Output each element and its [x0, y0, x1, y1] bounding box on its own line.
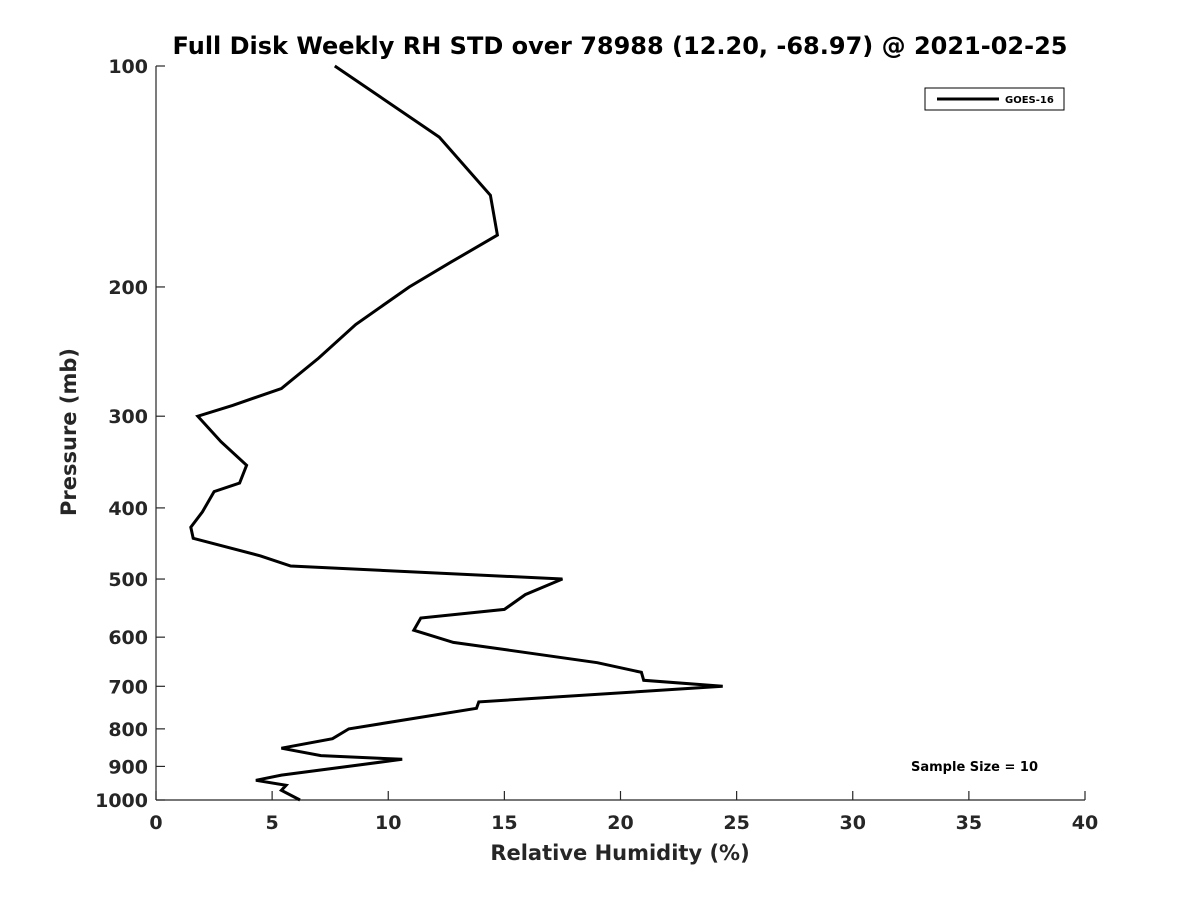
y-tick-label: 900 — [108, 756, 148, 778]
sample-size-annotation: Sample Size = 10 — [911, 760, 1038, 775]
y-tick-label: 200 — [108, 277, 148, 299]
series-line-goes-16 — [189, 64, 723, 802]
x-tick-label: 15 — [491, 812, 517, 834]
chart-title: Full Disk Weekly RH STD over 78988 (12.2… — [173, 32, 1068, 60]
y-tick-label: 700 — [108, 676, 148, 698]
legend: GOES-16 — [924, 87, 1065, 111]
x-tick-label: 5 — [266, 812, 279, 834]
y-axis-ticks: 100 200 300 400 500 600 700 800 900 1000 — [95, 56, 165, 812]
y-tick-label: 300 — [108, 406, 148, 428]
x-axis-ticks: 0 5 10 15 20 25 30 35 40 — [149, 791, 1098, 834]
y-tick-label: 400 — [108, 498, 148, 520]
y-tick-label: 500 — [108, 569, 148, 591]
x-tick-label: 35 — [956, 812, 982, 834]
x-axis-label: Relative Humidity (%) — [490, 841, 749, 865]
y-axis-label: Pressure (mb) — [57, 348, 81, 516]
axes — [155, 66, 1085, 801]
y-tick-label: 600 — [108, 627, 148, 649]
x-tick-label: 10 — [375, 812, 401, 834]
x-tick-label: 40 — [1072, 812, 1098, 834]
data-series — [189, 64, 723, 802]
legend-label-goes-16: GOES-16 — [1005, 95, 1054, 106]
y-tick-label: 1000 — [95, 790, 148, 812]
x-tick-label: 0 — [149, 812, 162, 834]
y-tick-label: 800 — [108, 719, 148, 741]
x-tick-label: 30 — [840, 812, 866, 834]
x-tick-label: 20 — [607, 812, 633, 834]
y-tick-label: 100 — [108, 56, 148, 78]
x-tick-label: 25 — [723, 812, 749, 834]
